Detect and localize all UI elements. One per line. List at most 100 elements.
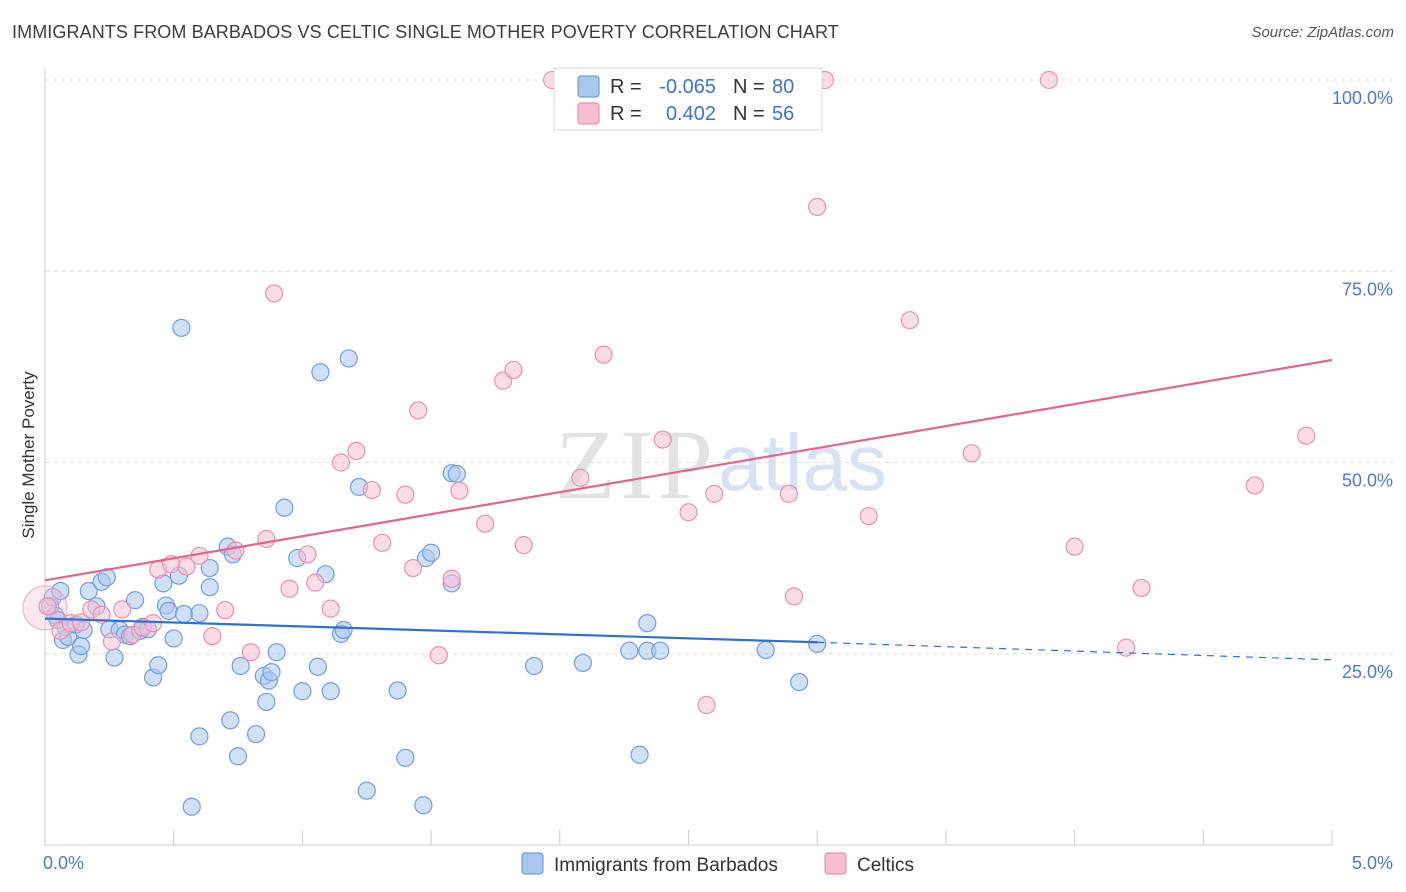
data-point-barbados-26 <box>149 656 168 675</box>
data-point-celtics-13 <box>177 557 196 576</box>
data-point-barbados-17 <box>105 648 124 667</box>
data-point-celtics-17 <box>226 541 245 560</box>
data-point-celtics-6 <box>102 632 122 651</box>
data-point-celtics-57 <box>1245 476 1264 495</box>
data-point-barbados-12 <box>79 581 98 601</box>
x-tick-label-min: 0.0% <box>43 853 84 873</box>
data-point-celtics-26 <box>347 441 366 461</box>
stats-legend-swatch-pink <box>577 102 600 125</box>
series-legend: Immigrants from Barbados Celtics <box>521 852 914 876</box>
data-point-celtics-46 <box>779 484 798 503</box>
data-point-barbados-36 <box>190 727 209 746</box>
series-legend-label-celtics[interactable]: Celtics <box>857 855 914 876</box>
data-point-celtics-18 <box>241 643 261 662</box>
y-tick-label-50: 50.0% <box>1342 471 1393 491</box>
data-point-barbados-40 <box>221 711 240 730</box>
data-point-barbados-4 <box>51 581 70 601</box>
data-point-barbados-54 <box>311 363 330 382</box>
data-point-barbados-42 <box>228 747 248 766</box>
data-point-celtics-56 <box>1132 578 1151 598</box>
data-point-barbados-53 <box>308 657 327 676</box>
stats-legend-r-label-pink: R = <box>610 103 642 125</box>
stats-legend-swatch-blue <box>577 75 600 98</box>
series-celtics-points <box>22 70 1316 715</box>
data-point-barbados-43 <box>231 656 250 676</box>
data-point-celtics-43 <box>679 503 698 522</box>
stats-legend-n-label-blue: N = <box>733 76 765 98</box>
data-point-celtics-53 <box>1039 70 1058 90</box>
trend-line-celtics <box>44 358 1333 582</box>
data-point-celtics-15 <box>203 627 222 646</box>
data-point-celtics-19 <box>257 529 276 549</box>
data-point-barbados-61 <box>357 781 376 800</box>
data-point-barbados-66 <box>422 543 441 562</box>
data-point-barbados-63 <box>396 748 415 767</box>
data-point-celtics-28 <box>373 533 392 552</box>
x-tick-label-max: 5.0% <box>1352 853 1393 873</box>
data-point-celtics-32 <box>429 646 448 665</box>
data-point-barbados-35 <box>190 604 209 623</box>
stats-legend-r-value-pink: 0.402 <box>666 103 716 125</box>
stats-legend-r-label-blue: R = <box>610 76 642 98</box>
data-point-barbados-37 <box>200 578 219 597</box>
data-point-barbados-33 <box>174 604 194 624</box>
y-tick-labels: 25.0% 50.0% 75.0% 100.0% <box>1332 88 1393 682</box>
data-point-celtics-38 <box>514 536 533 555</box>
stats-legend-r-value-blue: -0.065 <box>659 76 716 98</box>
data-point-celtics-22 <box>298 545 317 564</box>
data-point-celtics-41 <box>594 345 613 364</box>
data-point-barbados-79 <box>808 634 827 653</box>
data-point-celtics-40 <box>571 468 590 487</box>
data-point-celtics-35 <box>476 514 495 533</box>
data-point-celtics-21 <box>280 579 299 598</box>
series-barbados-points <box>41 318 827 816</box>
data-point-celtics-25 <box>331 453 351 472</box>
data-point-barbados-21 <box>125 591 145 610</box>
data-point-celtics-23 <box>306 573 325 592</box>
y-tick-label-25: 25.0% <box>1342 662 1393 682</box>
data-point-celtics-16 <box>216 601 235 620</box>
data-point-barbados-75 <box>651 641 670 660</box>
data-point-celtics-24 <box>321 599 340 618</box>
gridlines <box>45 79 1393 655</box>
stats-legend-n-value-blue: 80 <box>772 76 794 98</box>
data-point-barbados-69 <box>447 464 466 484</box>
trend-lines <box>44 358 1333 661</box>
data-point-barbados-74 <box>630 745 649 764</box>
data-point-celtics-55 <box>1116 638 1136 657</box>
data-point-celtics-52 <box>962 444 981 463</box>
data-point-celtics-47 <box>784 587 804 606</box>
stats-legend: R = -0.065 N = 80 R = 0.402 N = 56 <box>553 67 823 131</box>
y-tick-label-75: 75.0% <box>1342 279 1393 299</box>
data-point-celtics-48 <box>808 197 827 217</box>
series-legend-swatch-celtics[interactable] <box>824 852 847 875</box>
data-point-celtics-45 <box>697 695 716 715</box>
series-legend-swatch-barbados[interactable] <box>521 852 544 875</box>
data-point-barbados-34 <box>182 797 201 816</box>
data-point-barbados-30 <box>164 629 183 648</box>
data-point-barbados-50 <box>275 498 294 517</box>
y-tick-label-100: 100.0% <box>1332 88 1393 108</box>
data-point-barbados-77 <box>756 640 775 660</box>
data-point-barbados-70 <box>524 656 544 676</box>
watermark-zip: ZIP <box>555 409 717 520</box>
data-point-barbados-32 <box>172 318 191 337</box>
data-point-barbados-76 <box>638 614 657 633</box>
data-point-celtics-50 <box>859 506 878 526</box>
y-axis-label: Single Mother Poverty <box>19 371 38 539</box>
data-point-barbados-29 <box>159 601 178 621</box>
chart-title: IMMIGRANTS FROM BARBADOS VS CELTIC SINGL… <box>12 22 839 42</box>
data-point-barbados-71 <box>573 653 593 673</box>
stats-legend-n-value-pink: 56 <box>772 103 794 125</box>
series-legend-label-barbados[interactable]: Immigrants from Barbados <box>554 855 778 876</box>
data-point-celtics-29 <box>396 485 415 504</box>
data-point-barbados-72 <box>620 641 639 660</box>
data-point-celtics-30 <box>403 558 423 578</box>
data-point-celtics-37 <box>504 360 523 380</box>
data-point-barbados-46 <box>257 692 276 712</box>
data-point-barbados-59 <box>339 349 358 368</box>
data-point-celtics-34 <box>450 481 469 500</box>
data-point-barbados-49 <box>267 643 286 662</box>
trend-line-barbados-extrapolated <box>817 641 1333 661</box>
